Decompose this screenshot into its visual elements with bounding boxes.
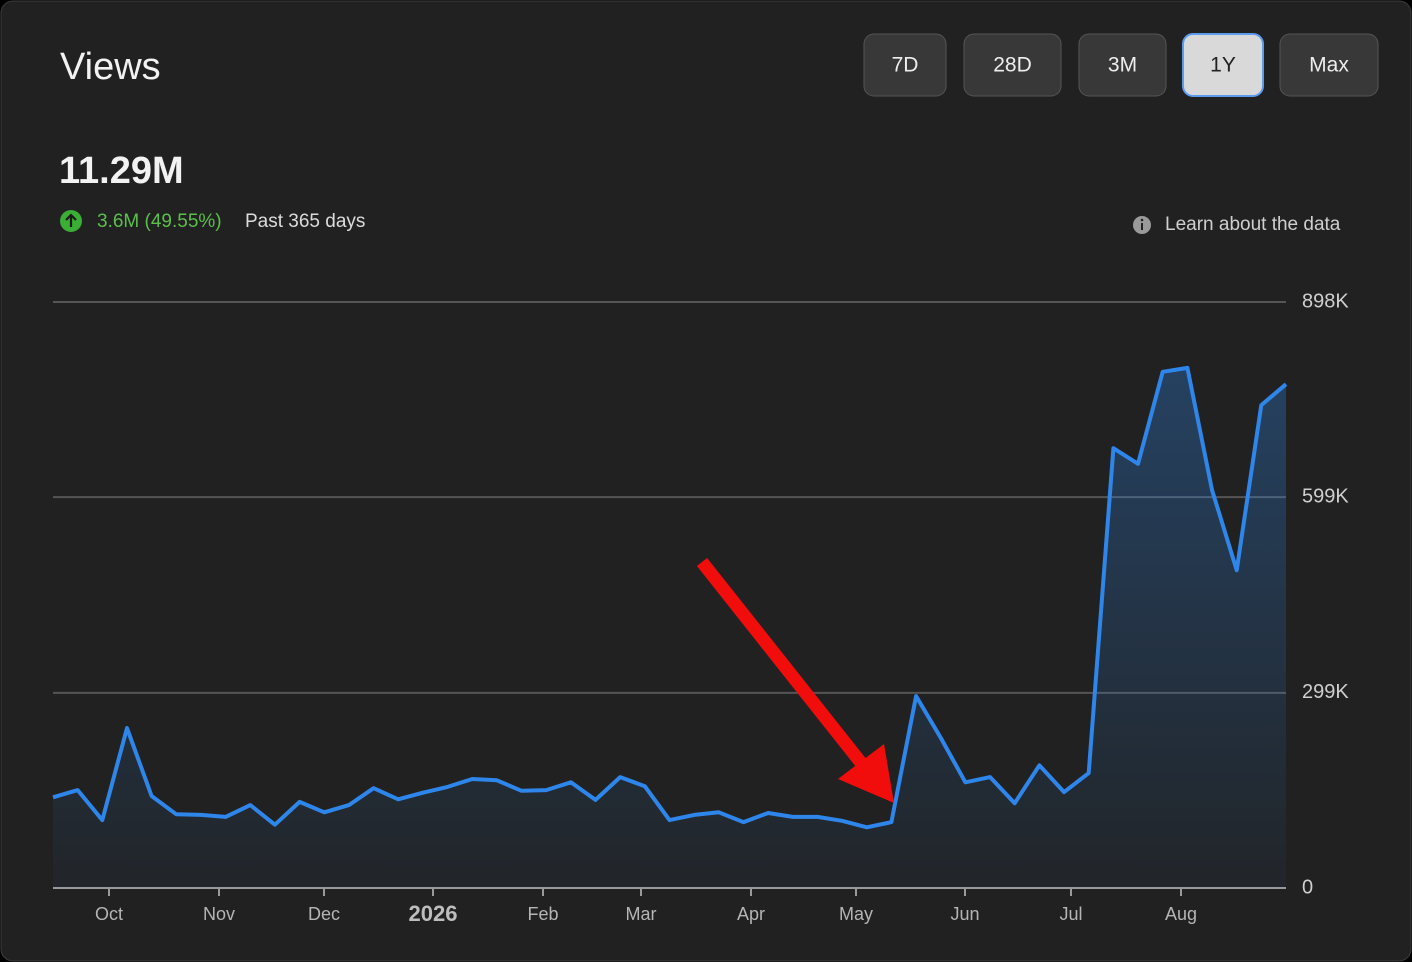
button-label[interactable]: 3M bbox=[1108, 54, 1137, 77]
annotation-arrow bbox=[696, 557, 894, 803]
button-bg[interactable] bbox=[963, 33, 1062, 97]
arrow-head bbox=[838, 744, 894, 803]
arrow-shaft bbox=[696, 557, 868, 769]
y-tick-label: 898K bbox=[1302, 290, 1349, 312]
up-arrow bbox=[65, 213, 77, 227]
x-tick-label: May bbox=[839, 904, 873, 924]
button-bg[interactable] bbox=[863, 33, 947, 97]
x-tick-label: 2026 bbox=[409, 901, 458, 926]
info-link[interactable]: Learn about the data bbox=[1165, 214, 1341, 235]
info-dot bbox=[1140, 218, 1144, 222]
x-tick-label: Jul bbox=[1059, 904, 1082, 924]
button-label[interactable]: 7D bbox=[892, 54, 919, 77]
total: 11.29M bbox=[59, 150, 184, 192]
button-label[interactable]: 1Y bbox=[1210, 54, 1236, 77]
range-button[interactable]: 3M bbox=[1078, 33, 1167, 97]
x-tick-label: Jun bbox=[950, 904, 979, 924]
x-tick-label: Dec bbox=[308, 904, 340, 924]
y-tick-label: 299K bbox=[1302, 681, 1349, 703]
range-button[interactable]: 28D bbox=[963, 33, 1062, 97]
button-bg[interactable] bbox=[1182, 33, 1264, 97]
y-tick-label: 0 bbox=[1302, 876, 1313, 898]
x-tick-label: Oct bbox=[95, 904, 123, 924]
info-i bbox=[1141, 223, 1143, 230]
range-button[interactable]: 1Y bbox=[1182, 33, 1264, 97]
button-label[interactable]: 28D bbox=[993, 54, 1032, 77]
line bbox=[52, 365, 1288, 830]
button-label[interactable]: Max bbox=[1309, 54, 1349, 77]
period: Past 365 days bbox=[245, 211, 365, 232]
x-tick-label: Aug bbox=[1165, 904, 1197, 924]
y-tick-label: 599K bbox=[1302, 485, 1349, 507]
x-tick-label: Mar bbox=[626, 904, 657, 924]
change: 3.6M (49.55%) bbox=[97, 211, 222, 232]
range-button[interactable]: Max bbox=[1279, 33, 1379, 97]
button-bg[interactable] bbox=[1078, 33, 1167, 97]
plot: 0 299K 599K 898K Oct Nov Dec 2026 Feb Mar Apr May Ju… bbox=[52, 290, 1349, 926]
title: Views bbox=[60, 46, 161, 88]
x-tick-label: Feb bbox=[527, 904, 558, 924]
area bbox=[53, 367, 1286, 888]
range-button[interactable]: 7D bbox=[863, 33, 947, 97]
button-bg[interactable] bbox=[1279, 33, 1379, 97]
x-tick-label: Nov bbox=[203, 904, 235, 924]
range-buttons: 7D 28D 3M 1Y Max bbox=[863, 33, 1379, 97]
x-tick-label: Apr bbox=[737, 904, 765, 924]
